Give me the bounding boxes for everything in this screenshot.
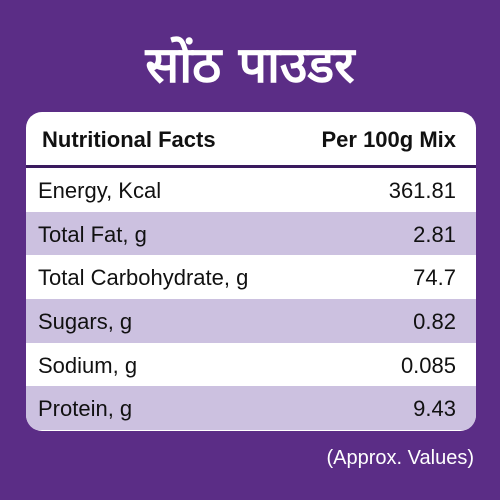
table-row: Total Carbohydrate, g 74.7 — [26, 255, 476, 299]
header-divider — [26, 165, 476, 168]
row-label: Total Fat, g — [38, 221, 147, 247]
table-rows: Energy, Kcal 361.81 Total Fat, g 2.81 To… — [26, 168, 476, 431]
row-label: Protein, g — [38, 396, 133, 422]
table-row: Sodium, g 0.085 — [26, 343, 476, 387]
header-nutritional-facts: Nutritional Facts — [42, 127, 216, 152]
table-row: Energy, Kcal 361.81 — [26, 168, 476, 212]
row-value: 0.085 — [400, 352, 456, 378]
table-row: Total Fat, g 2.81 — [26, 211, 476, 256]
table-header: Nutritional Facts Per 100g Mix — [26, 112, 476, 165]
table-row: Sugars, g 0.82 — [26, 299, 476, 343]
row-label: Total Carbohydrate, g — [38, 265, 249, 291]
row-label: Sodium, g — [38, 352, 138, 378]
nutrition-table: Nutritional Facts Per 100g Mix Energy, K… — [26, 112, 476, 431]
approx-values-note: (Approx. Values) — [326, 447, 474, 469]
row-label: Energy, Kcal — [38, 178, 162, 203]
header-per-100g: Per 100g Mix — [321, 127, 456, 152]
row-value: 2.81 — [413, 221, 456, 247]
product-title: सोंठ पाउडर — [145, 36, 355, 94]
row-value: 74.7 — [413, 265, 456, 291]
row-label: Sugars, g — [38, 309, 133, 335]
table-row: Protein, g 9.43 — [26, 386, 476, 431]
row-value: 9.43 — [413, 396, 456, 422]
row-value: 0.82 — [413, 309, 456, 335]
row-value: 361.81 — [388, 178, 456, 203]
